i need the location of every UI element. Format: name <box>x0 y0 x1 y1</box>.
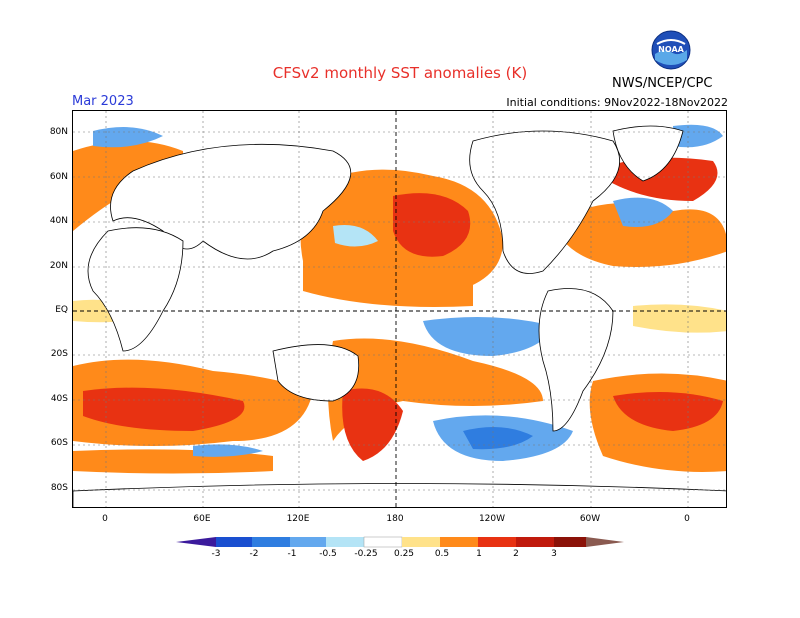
lat-label-60n: 60N <box>49 172 68 182</box>
cool-region-kuroshio <box>333 225 378 247</box>
colorbar-label: -1 <box>287 549 297 559</box>
lon-label-180: 180 <box>386 514 404 524</box>
colorbar-swatch-3 <box>290 537 326 547</box>
lat-label-20n: 20N <box>49 261 68 271</box>
antarctica <box>73 483 726 507</box>
colorbar-swatch-6 <box>402 537 440 547</box>
lon-label-120e: 120E <box>286 514 310 524</box>
lon-label-120w: 120W <box>478 514 506 524</box>
eurasia <box>110 143 351 260</box>
noaa-logo-icon: NOAA <box>651 30 691 70</box>
colorbar-swatch-10 <box>554 537 586 547</box>
africa <box>87 227 184 352</box>
greenland <box>612 125 684 182</box>
cool-region-barents <box>93 127 163 148</box>
warm-core-south-indian <box>83 387 245 431</box>
cool-region-east-pacific <box>423 317 553 356</box>
lat-label-60s: 60S <box>50 438 68 448</box>
colorbar-swatch-8 <box>478 537 516 547</box>
initial-conditions: Initial conditions: 9Nov2022-18Nov2022 <box>506 96 728 109</box>
warm-core-labrador <box>593 157 718 201</box>
colorbar-swatch-4 <box>326 537 364 547</box>
map-canvas <box>73 111 726 507</box>
warm-core-tasman <box>342 388 403 461</box>
colorbar-swatch-1 <box>216 537 252 547</box>
equator-dateline <box>73 111 726 507</box>
warm-core-south-atlantic <box>613 392 723 431</box>
agency-label: NWS/NCEP/CPC <box>612 76 713 91</box>
warm-region-north-atlantic <box>553 203 726 267</box>
colorbar-label: 1 <box>476 549 482 559</box>
warm-region-subtropical-pacific <box>303 257 473 307</box>
cool-region-greenland <box>673 124 723 148</box>
forecast-month: Mar 2023 <box>72 94 134 109</box>
colorbar-arrow-low <box>176 537 216 547</box>
south-america <box>538 288 614 432</box>
colorbar-arrow-high <box>586 537 624 547</box>
colorbar-swatch-2 <box>252 537 290 547</box>
svg-text:NOAA: NOAA <box>658 45 684 54</box>
colorbar-swatch-9 <box>516 537 554 547</box>
warm-region-south-pacific <box>328 338 543 441</box>
lon-label-60w: 60W <box>579 514 601 524</box>
colorbar <box>176 536 624 548</box>
colorbar-label: 3 <box>551 549 557 559</box>
colorbar-label: 0.25 <box>393 549 415 559</box>
cool-region-southern-indian <box>193 444 263 457</box>
lon-label-60e: 60E <box>193 514 211 524</box>
colorbar-label: 0.5 <box>434 549 450 559</box>
warm-region-gulf-guinea <box>633 304 726 333</box>
lon-label-0-east: 0 <box>684 514 690 524</box>
colorbar-label: -0.5 <box>319 549 337 559</box>
colorbar-label: -3 <box>211 549 221 559</box>
lat-label-40s: 40S <box>50 394 68 404</box>
colorbar-label: 2 <box>513 549 519 559</box>
lat-label-80s: 80S <box>50 483 68 493</box>
colorbar-swatch-5 <box>363 536 403 548</box>
colorbar-label: -2 <box>249 549 259 559</box>
colorbar-swatch-7 <box>440 537 478 547</box>
lon-label-0: 0 <box>102 514 108 524</box>
warm-core-north-pacific <box>393 193 471 257</box>
colorbar-label: -0.25 <box>354 549 378 559</box>
lat-label-40n: 40N <box>49 216 68 226</box>
cool-core-southeast-pacific <box>463 427 533 450</box>
cool-anomaly-layer <box>93 124 723 461</box>
map-title: CFSv2 monthly SST anomalies (K) <box>272 64 528 82</box>
lat-label-eq: EQ <box>55 305 68 315</box>
continents-layer <box>73 125 726 507</box>
graticule <box>73 111 726 507</box>
north-america <box>469 130 621 274</box>
lat-label-20s: 20S <box>50 349 68 359</box>
cool-region-north-atlantic <box>613 197 673 227</box>
lat-label-80n: 80N <box>49 127 68 137</box>
australia <box>272 344 360 402</box>
sst-anomaly-map <box>72 110 727 508</box>
